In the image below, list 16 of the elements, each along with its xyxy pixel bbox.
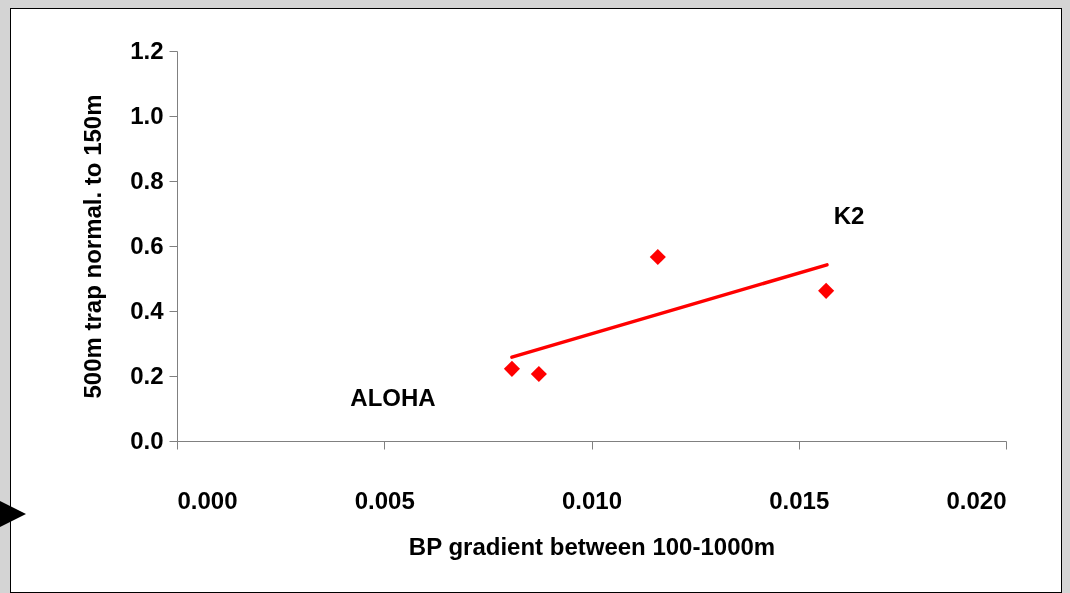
annotation: ALOHA	[350, 384, 436, 411]
y-tick-label: 0.4	[130, 296, 165, 324]
y-tick-label: 1.2	[130, 36, 164, 64]
y-tick-label: 0.2	[130, 361, 164, 389]
x-axis-title: BP gradient between 100-1000m	[408, 532, 776, 560]
y-axis-title: 500m trap normal. to 150m	[79, 94, 107, 399]
x-tick-label: 0.005	[354, 486, 415, 514]
x-tick-label: 0.020	[946, 486, 1007, 514]
x-tick-label: 0.010	[561, 486, 623, 514]
x-tick-label: 0.000	[177, 486, 238, 514]
y-tick-label: 0.6	[130, 231, 164, 259]
x-tick-label: 0.015	[769, 486, 830, 514]
y-tick-label: 1.0	[130, 101, 164, 129]
annotation: K2	[833, 202, 865, 229]
y-tick-label: 0.0	[130, 426, 164, 454]
y-tick-label: 0.8	[130, 166, 164, 194]
